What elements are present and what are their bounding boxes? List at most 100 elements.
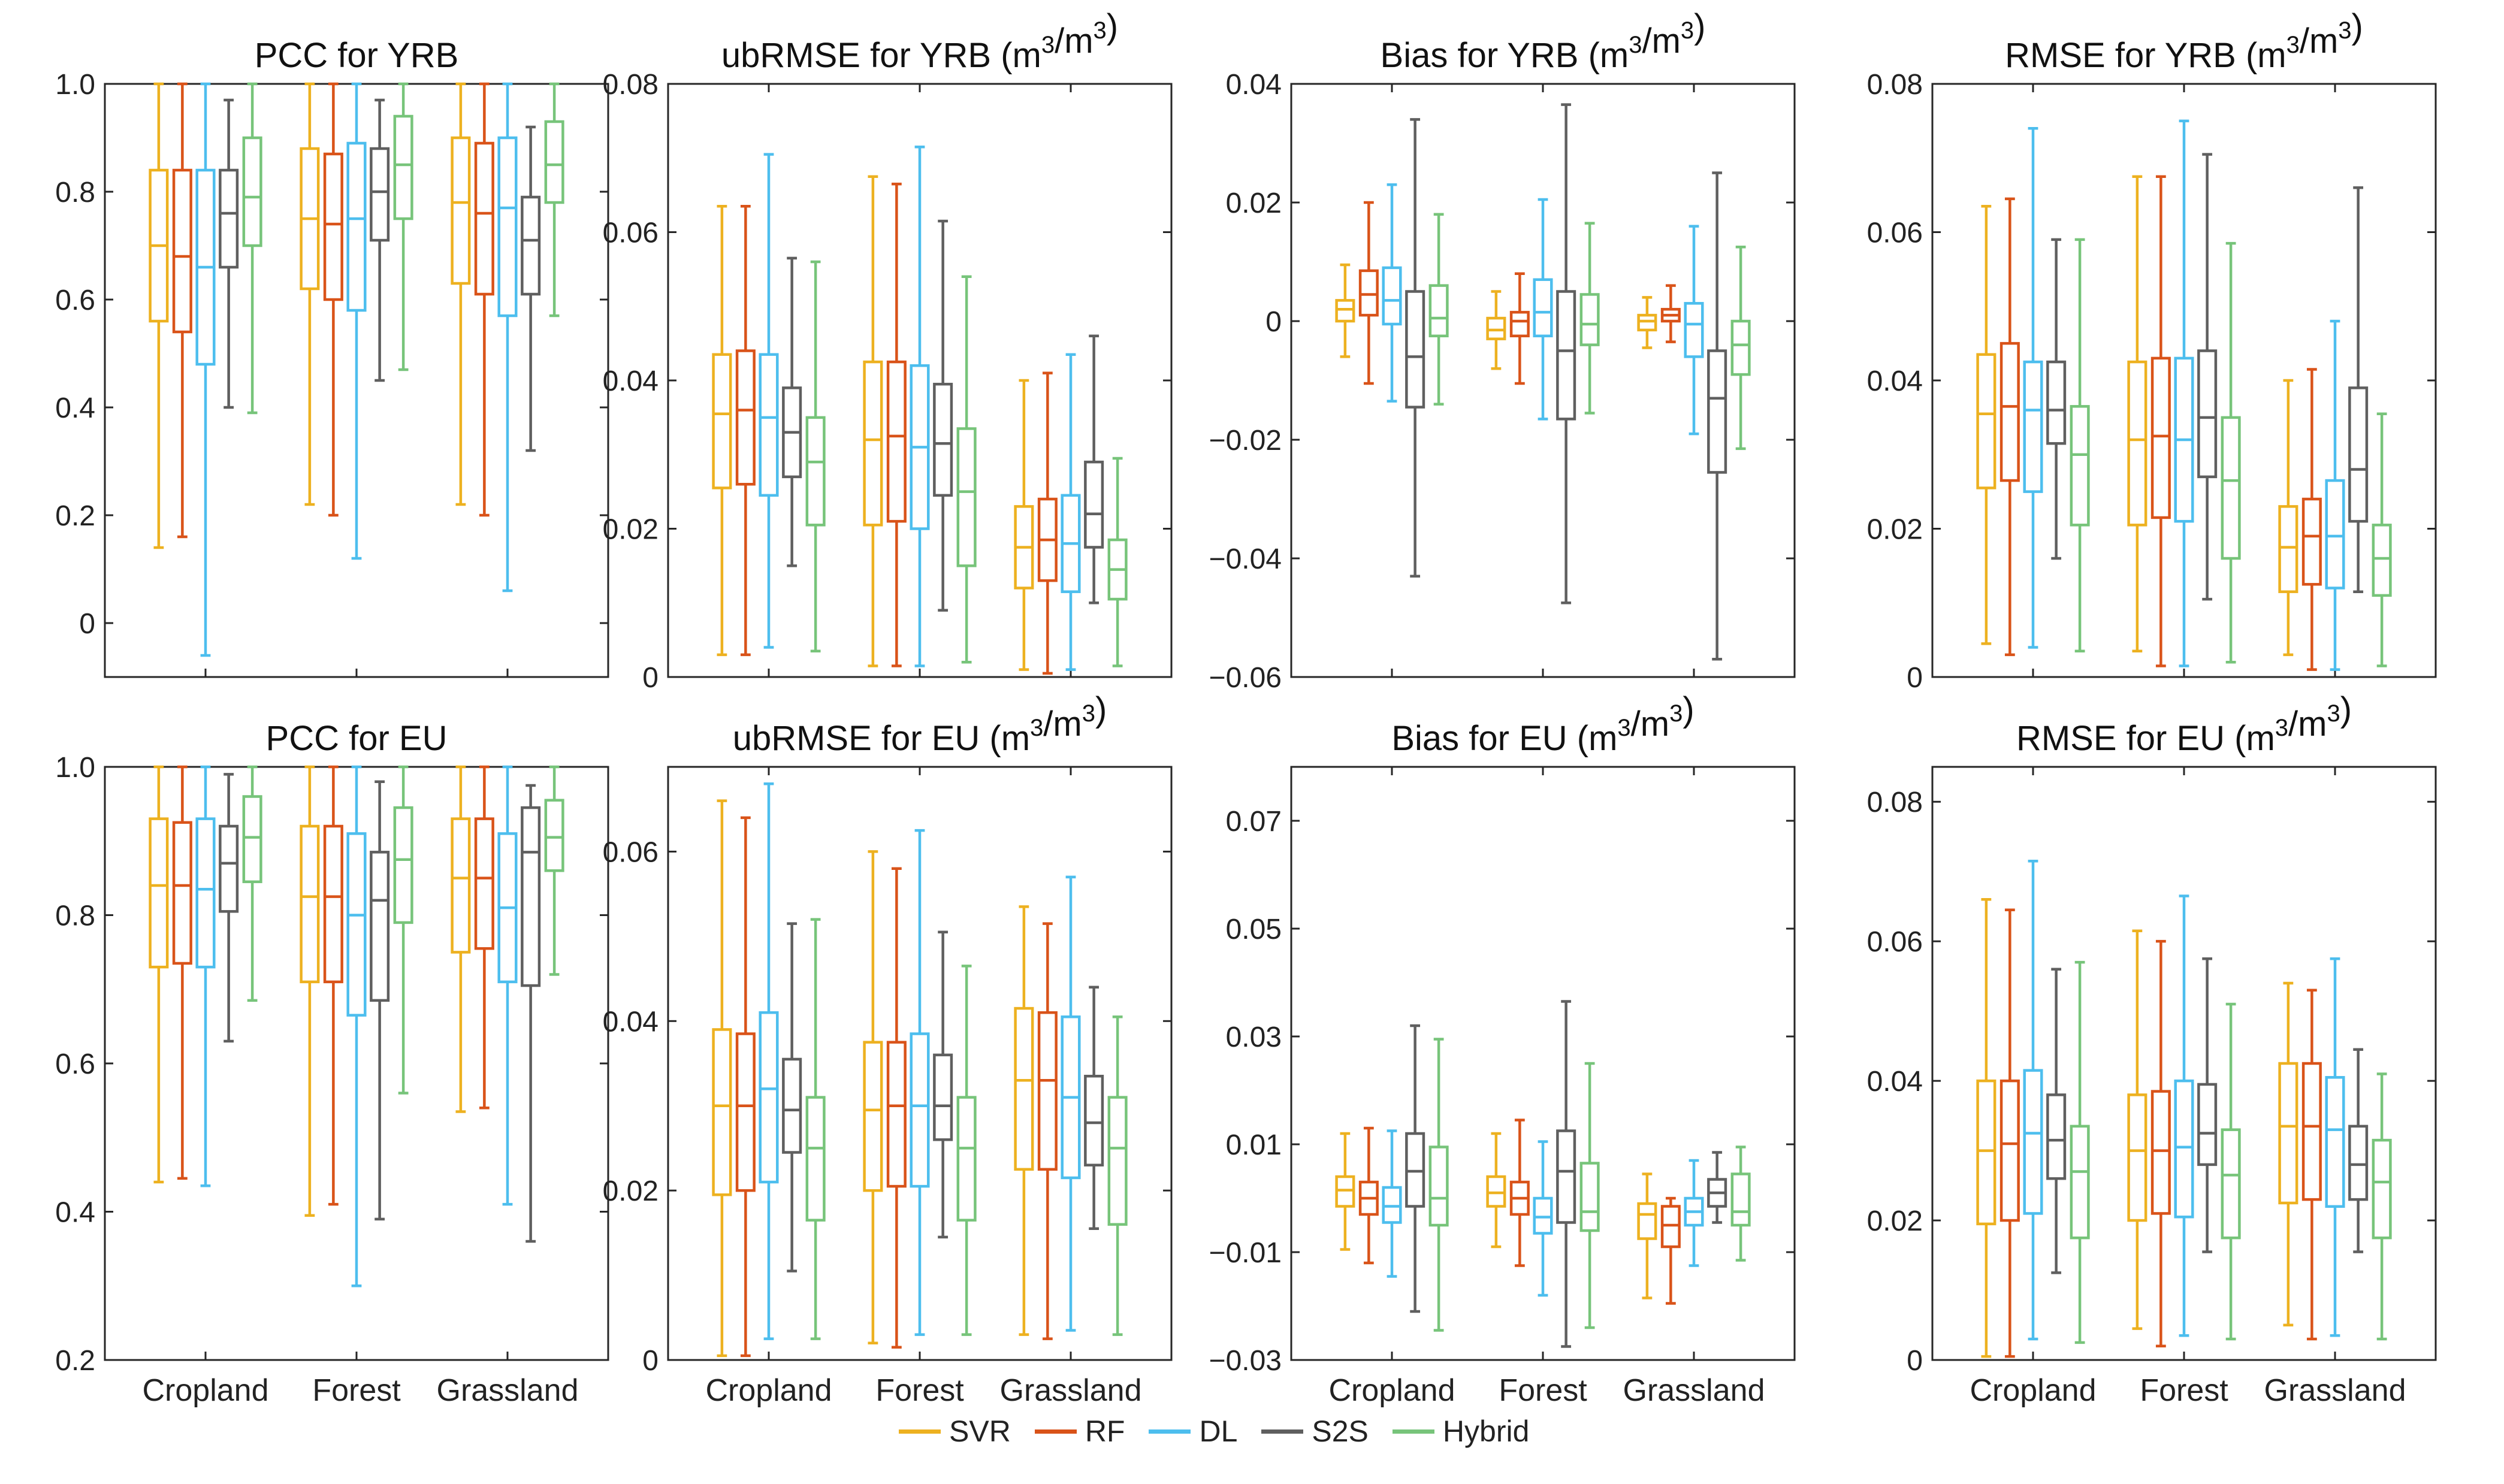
box-dl-forest bbox=[346, 82, 367, 560]
iqr-box bbox=[2301, 497, 2322, 586]
iqr-box bbox=[2278, 1062, 2298, 1205]
box-s2s-forest bbox=[370, 780, 390, 1221]
box-hybrid-cropland bbox=[805, 260, 826, 652]
box-hybrid-forest bbox=[1579, 1062, 1600, 1329]
box-s2s-forest bbox=[2197, 153, 2218, 601]
iqr-box bbox=[2348, 1125, 2369, 1201]
x-tick-label: Cropland bbox=[1328, 1373, 1455, 1408]
box-rf-grassland bbox=[474, 82, 494, 517]
legend-swatch-dl bbox=[1149, 1429, 1191, 1434]
box-rf-cropland bbox=[1999, 908, 2020, 1358]
box-s2s-cropland bbox=[1405, 118, 1425, 578]
iqr-box bbox=[2221, 1128, 2241, 1240]
box-svr-forest bbox=[863, 850, 883, 1344]
y-tick-label: 0.01 bbox=[1226, 1129, 1282, 1161]
box-rf-cropland bbox=[1358, 201, 1379, 385]
box-dl-grassland bbox=[497, 765, 518, 1206]
box-dl-grassland bbox=[1684, 225, 1704, 436]
y-tick-label: 0.06 bbox=[1867, 926, 1923, 958]
iqr-box bbox=[933, 382, 953, 497]
box-rf-grassland bbox=[2301, 989, 2322, 1341]
y-tick-label: 0.6 bbox=[55, 1048, 95, 1080]
box-hybrid-forest bbox=[956, 275, 977, 664]
box-rf-grassland bbox=[2301, 368, 2322, 671]
iqr-box bbox=[1486, 316, 1506, 340]
x-tick-label: Forest bbox=[312, 1373, 401, 1408]
box-hybrid-grassland bbox=[544, 765, 564, 976]
iqr-box bbox=[346, 832, 367, 1017]
iqr-box bbox=[1084, 460, 1104, 549]
box-hybrid-forest bbox=[393, 82, 413, 371]
box-dl-cropland bbox=[759, 153, 779, 649]
box-dl-forest bbox=[910, 829, 930, 1336]
box-svr-cropland bbox=[1335, 263, 1355, 358]
box-hybrid-grassland bbox=[2372, 1072, 2392, 1341]
box-svr-forest bbox=[2127, 175, 2147, 652]
y-tick-label: 0 bbox=[79, 608, 95, 640]
box-dl-cropland bbox=[2023, 127, 2043, 649]
y-tick-label: 0.06 bbox=[603, 836, 659, 868]
iqr-box bbox=[2348, 386, 2369, 523]
box-rf-cropland bbox=[172, 82, 192, 539]
box-s2s-forest bbox=[933, 219, 953, 612]
iqr-box bbox=[1335, 299, 1355, 323]
box-svr-cropland bbox=[712, 799, 732, 1358]
y-tick-label: 0 bbox=[642, 662, 659, 694]
legend-label-hybrid: Hybrid bbox=[1442, 1415, 1530, 1448]
box-hybrid-grassland bbox=[1730, 246, 1751, 451]
box-rf-forest bbox=[323, 82, 343, 517]
y-tick-label: 0.08 bbox=[1867, 787, 1923, 818]
x-tick-label: Forest bbox=[875, 1373, 964, 1408]
box-rf-cropland bbox=[1999, 197, 2020, 657]
y-tick-label: 0.06 bbox=[1867, 217, 1923, 249]
iqr-box bbox=[1382, 266, 1402, 326]
iqr-box bbox=[2221, 416, 2241, 560]
box-rf-grassland bbox=[1037, 371, 1058, 675]
box-dl-grassland bbox=[1061, 353, 1081, 671]
y-tick-label: 0.04 bbox=[603, 365, 659, 397]
box-hybrid-grassland bbox=[1107, 1015, 1128, 1336]
iqr-box bbox=[1976, 353, 1996, 489]
box-hybrid-forest bbox=[393, 765, 413, 1095]
box-hybrid-grassland bbox=[1107, 457, 1128, 667]
box-dl-grassland bbox=[2325, 319, 2345, 671]
y-tick-label: 0.8 bbox=[55, 900, 95, 932]
x-tick-label: Grassland bbox=[1000, 1373, 1142, 1408]
box-svr-forest bbox=[1486, 290, 1506, 370]
legend-label-s2s: S2S bbox=[1312, 1415, 1369, 1448]
box-svr-cropland bbox=[149, 82, 169, 549]
legend-item-svr: SVR bbox=[899, 1414, 1011, 1449]
y-tick-label: 0.02 bbox=[1867, 1205, 1923, 1237]
legend-item-rf: RF bbox=[1034, 1414, 1125, 1449]
iqr-box bbox=[2325, 1076, 2345, 1208]
box-rf-cropland bbox=[1358, 1126, 1379, 1265]
box-dl-cropland bbox=[1382, 183, 1402, 403]
iqr-box bbox=[759, 1011, 779, 1184]
x-tick-label: Forest bbox=[1499, 1373, 1587, 1408]
iqr-box bbox=[149, 817, 169, 969]
iqr-box bbox=[1999, 1079, 2020, 1222]
y-tick-label: 0.05 bbox=[1226, 914, 1282, 945]
iqr-box bbox=[712, 353, 732, 489]
box-s2s-grassland bbox=[521, 125, 541, 452]
legend-label-rf: RF bbox=[1085, 1415, 1125, 1448]
chart-title: PCC for YRB bbox=[255, 36, 459, 75]
chart-title: PCC for EU bbox=[266, 719, 448, 758]
box-s2s-cropland bbox=[782, 256, 802, 567]
iqr-box bbox=[2127, 1093, 2147, 1222]
box-dl-cropland bbox=[195, 82, 216, 657]
y-tick-label: −0.02 bbox=[1209, 425, 1282, 457]
legend-label-svr: SVR bbox=[949, 1415, 1011, 1448]
box-dl-forest bbox=[1533, 1140, 1553, 1297]
box-dl-forest bbox=[2174, 119, 2194, 667]
panel-pcc-for-yrb: PCC for YRB 0 0.2 0.4 0.6 0.8 1.0 bbox=[55, 36, 609, 678]
iqr-box bbox=[805, 416, 826, 527]
box-dl-grassland bbox=[1684, 1159, 1704, 1267]
y-tick-label: 0.02 bbox=[603, 1175, 659, 1207]
box-rf-cropland bbox=[735, 816, 756, 1358]
iqr-box bbox=[1358, 269, 1379, 317]
box-rf-grassland bbox=[1660, 284, 1681, 343]
box-svr-forest bbox=[300, 82, 320, 506]
iqr-box bbox=[451, 136, 471, 285]
box-svr-grassland bbox=[1014, 379, 1034, 671]
